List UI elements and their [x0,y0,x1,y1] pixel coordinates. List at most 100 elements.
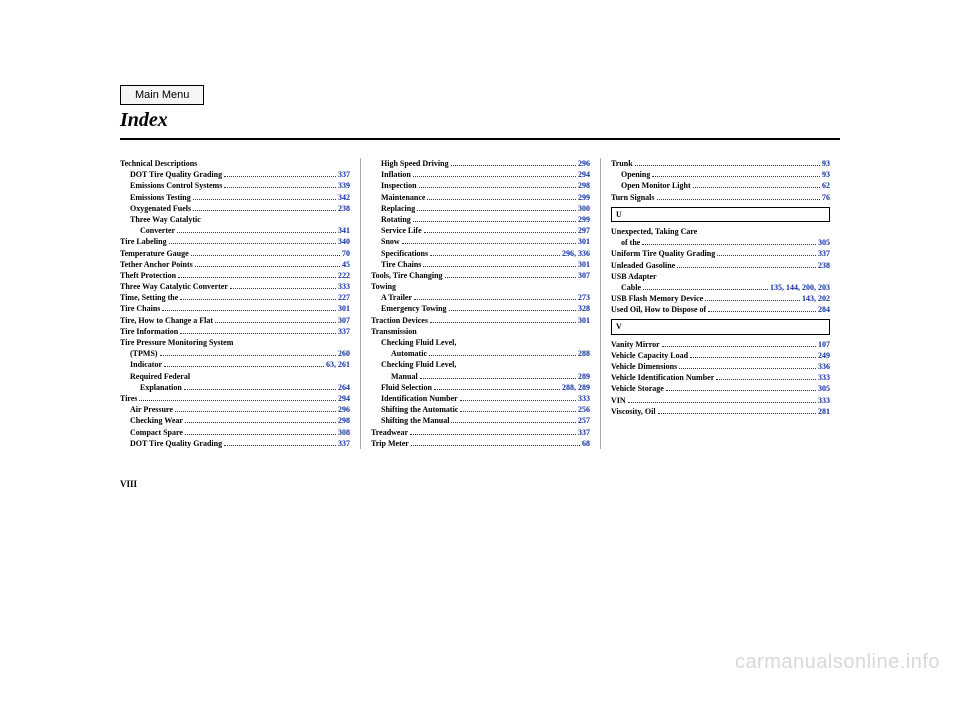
index-page-ref[interactable]: 68 [582,438,590,449]
index-page-ref[interactable]: 289 [578,371,590,382]
leader-dots [191,255,340,256]
index-entry: Emergency Towing328 [371,303,590,314]
index-page-ref[interactable]: 328 [578,303,590,314]
index-entry: Explanation264 [120,382,350,393]
index-page-ref[interactable]: 63, 261 [326,359,350,370]
index-page-ref[interactable]: 333 [818,395,830,406]
index-page-ref[interactable]: 76 [822,192,830,203]
index-page-ref[interactable]: 305 [818,237,830,248]
main-menu-button[interactable]: Main Menu [120,85,204,105]
index-entry-label: Inspection [381,180,417,191]
index-page-ref[interactable]: 333 [818,372,830,383]
index-page-ref[interactable]: 305 [818,383,830,394]
index-page-ref[interactable]: 296 [578,158,590,169]
index-entry-label: Shifting the Manual [381,415,449,426]
index-page-ref[interactable]: 45 [342,259,350,270]
index-entry-label: Unleaded Gasoline [611,260,675,271]
index-entry-label: Tire Chains [120,303,160,314]
index-page-ref[interactable]: 257 [578,415,590,426]
index-entry-label: Vehicle Storage [611,383,664,394]
index-entry-label: Checking Fluid Level, [381,337,456,348]
index-page-ref[interactable]: 299 [578,214,590,225]
index-page-ref[interactable]: 93 [822,169,830,180]
leader-dots [215,322,336,323]
index-entry: Compact Spare308 [120,427,350,438]
index-page-ref[interactable]: 93 [822,158,830,169]
index-entry-label: Towing [371,281,396,292]
index-page-ref[interactable]: 284 [818,304,830,315]
index-page-ref[interactable]: 288, 289 [562,382,590,393]
index-entry-label: Traction Devices [371,315,428,326]
index-page-ref[interactable]: 238 [338,203,350,214]
index-page-ref[interactable]: 288 [578,348,590,359]
index-entry: Vehicle Dimensions336 [611,361,830,372]
index-page-ref[interactable]: 308 [338,427,350,438]
index-page-ref[interactable]: 256 [578,404,590,415]
index-page-ref[interactable]: 143, 202 [802,293,830,304]
index-entry-label: Vehicle Capacity Load [611,350,688,361]
index-page-ref[interactable]: 298 [338,415,350,426]
index-page-ref[interactable]: 281 [818,406,830,417]
index-entry: Automatic288 [371,348,590,359]
index-page-ref[interactable]: 307 [578,270,590,281]
index-entry: Theft Protection 222 [120,270,350,281]
index-page-ref[interactable]: 296 [338,404,350,415]
index-page-ref[interactable]: 339 [338,180,350,191]
index-entry: Trunk93 [611,158,830,169]
index-entry-label: Three Way Catalytic Converter [120,281,228,292]
index-page-ref[interactable]: 299 [578,192,590,203]
index-page-ref[interactable]: 300 [578,203,590,214]
column-1: Technical DescriptionsDOT Tire Quality G… [120,158,360,449]
section-letter: V [611,319,830,334]
index-page-ref[interactable]: 238 [818,260,830,271]
leader-dots [178,277,336,278]
index-page-ref[interactable]: 341 [338,225,350,236]
index-page-ref[interactable]: 273 [578,292,590,303]
index-page-ref[interactable]: 337 [338,326,350,337]
index-page-ref[interactable]: 333 [578,393,590,404]
leader-dots [445,277,576,278]
index-entry: Tire, How to Change a Flat307 [120,315,350,326]
index-page-ref[interactable]: 340 [338,236,350,247]
index-entry: Fluid Selection288, 289 [371,382,590,393]
index-page-ref[interactable]: 296, 336 [562,248,590,259]
index-page-ref[interactable]: 107 [818,339,830,350]
index-page-ref[interactable]: 222 [338,270,350,281]
index-entry: of the305 [611,237,830,248]
index-page-ref[interactable]: 294 [578,169,590,180]
index-page-ref[interactable]: 333 [338,281,350,292]
index-page-ref[interactable]: 227 [338,292,350,303]
index-page-ref[interactable]: 70 [342,248,350,259]
index-page-ref[interactable]: 337 [818,248,830,259]
index-page-ref[interactable]: 307 [338,315,350,326]
index-page-ref[interactable]: 249 [818,350,830,361]
index-entry-label: Theft Protection [120,270,176,281]
index-entry-label: (TPMS) [130,348,158,359]
index-entry: Inflation294 [371,169,590,180]
index-entry-label: Opening [621,169,650,180]
index-page-ref[interactable]: 260 [338,348,350,359]
index-entry-label: VIN [611,395,626,406]
leader-dots [690,357,816,358]
index-page-ref[interactable]: 301 [578,236,590,247]
index-page-ref[interactable]: 62 [822,180,830,191]
leader-dots [419,187,576,188]
index-page-ref[interactable]: 337 [578,427,590,438]
index-entry: High Speed Driving296 [371,158,590,169]
index-page-ref[interactable]: 301 [578,315,590,326]
index-page-ref[interactable]: 337 [338,169,350,180]
index-page-ref[interactable]: 297 [578,225,590,236]
index-page-ref[interactable]: 342 [338,192,350,203]
index-page-ref[interactable]: 298 [578,180,590,191]
index-page-ref[interactable]: 336 [818,361,830,372]
index-page-ref[interactable]: 301 [578,259,590,270]
index-page-ref[interactable]: 135, 144, 200, 203 [770,282,830,293]
index-page-ref[interactable]: 264 [338,382,350,393]
index-page-ref[interactable]: 301 [338,303,350,314]
index-entry: Traction Devices 301 [371,315,590,326]
index-entry: Time, Setting the227 [120,292,350,303]
index-page-ref[interactable]: 337 [338,438,350,449]
index-page-ref[interactable]: 294 [338,393,350,404]
index-entry-label: Unexpected, Taking Care [611,226,697,237]
index-entry: Unexpected, Taking Care [611,226,830,237]
